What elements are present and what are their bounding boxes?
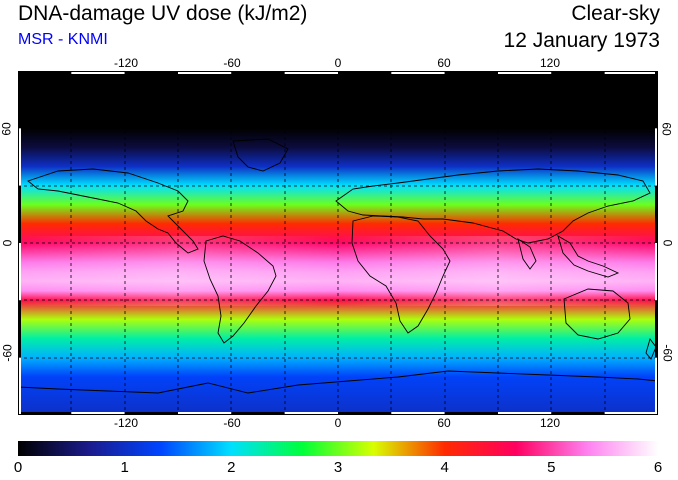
gridlines	[18, 71, 658, 415]
lon-tick-top: 0	[334, 56, 342, 70]
uv-dose-map	[18, 71, 658, 415]
colorbar-label: 2	[227, 459, 236, 476]
colorbar-svg	[18, 441, 658, 456]
frame-segment	[18, 357, 21, 415]
lat-tick-right: 60	[659, 122, 674, 136]
coastline-south-america	[203, 235, 277, 344]
lon-tick-bottom: 120	[539, 416, 561, 430]
lon-tick-top: -60	[223, 56, 241, 70]
lat-tick-left: 0	[0, 239, 15, 247]
frame-segment	[71, 412, 125, 415]
frame-segment	[338, 71, 392, 74]
frame-segment	[18, 412, 72, 415]
colorbar-label: 6	[653, 459, 663, 476]
colorbar-label: 5	[547, 459, 556, 476]
colorbar-label: 1	[120, 459, 129, 476]
coastline-southeast-asia	[557, 235, 620, 278]
frame-segment	[124, 412, 178, 415]
credit-label: MSR - KNMI	[18, 31, 108, 48]
frame-segment	[551, 412, 605, 415]
frame-segment	[18, 185, 21, 243]
coastline-europe-asia	[335, 168, 651, 244]
colorbar-ramp	[18, 441, 658, 456]
frame-segment	[391, 71, 445, 74]
frame-segment	[655, 128, 658, 186]
coastline-africa	[351, 215, 451, 334]
frame-segment	[498, 412, 552, 415]
frame-segment	[551, 71, 605, 74]
frame-segment	[231, 71, 285, 74]
frame-segment	[71, 71, 125, 74]
colorbar-label: 3	[333, 459, 343, 476]
lon-tick-top: -120	[113, 56, 139, 70]
coastlines	[18, 138, 658, 394]
frame-segment	[444, 412, 498, 415]
frame-segment	[655, 300, 658, 358]
frame-segment	[178, 71, 232, 74]
coastline-north-america	[27, 168, 199, 254]
frame-segment	[178, 412, 232, 415]
frame-segment	[655, 243, 658, 301]
lon-tick-top: 60	[437, 56, 451, 70]
coastline-greenland	[232, 138, 289, 172]
frame-segment	[604, 71, 658, 74]
frame-segment	[444, 71, 498, 74]
frame-segment	[338, 412, 392, 415]
map-title: DNA-damage UV dose (kJ/m2)	[18, 2, 308, 25]
frame-segment	[231, 412, 285, 415]
frame-segment	[604, 412, 658, 415]
lon-tick-bottom: -60	[223, 416, 241, 430]
lat-tick-left: 60	[0, 122, 14, 136]
lon-tick-bottom: 0	[334, 416, 342, 430]
frame-segment	[18, 71, 21, 129]
coastline-new-zealand	[645, 338, 657, 360]
frame-segment	[18, 243, 21, 301]
frame-segment	[655, 357, 658, 415]
lon-tick-top: 120	[539, 56, 561, 70]
lat-tick-right: -60	[660, 344, 675, 362]
map-canvas	[18, 71, 658, 415]
colorbar-label: 4	[440, 459, 449, 476]
frame-segment	[284, 71, 338, 74]
frame-segment	[498, 71, 552, 74]
frame-segment	[124, 71, 178, 74]
lon-tick-bottom: -120	[113, 416, 139, 430]
map-frame-bars	[18, 71, 658, 415]
date-label: 12 January 1973	[503, 29, 660, 52]
lon-tick-bottom: 60	[437, 416, 451, 430]
frame-segment	[284, 412, 338, 415]
sky-condition-label: Clear-sky	[571, 2, 660, 25]
coastline-australia	[563, 288, 631, 340]
frame-segment	[655, 71, 658, 129]
coastline-india	[517, 237, 537, 270]
frame-segment	[391, 412, 445, 415]
frame-segment	[655, 185, 658, 243]
colorbar-label: 0	[13, 459, 23, 476]
lat-tick-left: -60	[0, 344, 15, 362]
frame-segment	[18, 71, 72, 74]
frame-segment	[18, 128, 21, 186]
colorbar	[18, 441, 658, 456]
frame-segment	[18, 300, 21, 358]
lat-tick-right: 0	[660, 239, 675, 247]
map-border	[18, 71, 658, 415]
